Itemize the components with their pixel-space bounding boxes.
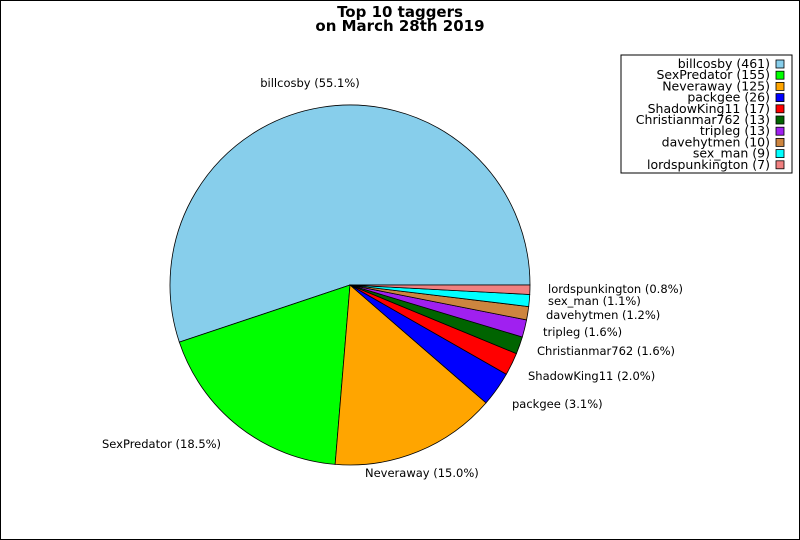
slice-label-sex-man: sex_man (1.1%) [548,294,641,308]
slice-label-tripleg: tripleg (1.6%) [543,325,622,339]
legend-swatch-billcosby [775,59,785,69]
slice-label-davehytmen: davehytmen (1.2%) [546,308,660,322]
slice-label-billcosby: billcosby (55.1%) [260,76,360,90]
legend-label-packgee: packgee (26) [687,90,770,105]
chart-title-line-1: Top 10 taggers [337,3,463,21]
legend-swatch-sexpredator [775,70,785,80]
slice-label-shadowking11: ShadowKing11 (2.0%) [528,369,655,383]
legend-label-christianmar762: Christianmar762 (13) [636,112,770,127]
legend-label-sex-man: sex_man (9) [693,146,770,161]
slice-label-neveraway: Neveraway (15.0%) [365,466,479,480]
legend-swatch-tripleg [775,126,785,136]
pie-slice-billcosby [169,104,531,343]
legend-label-sexpredator: SexPredator (155) [656,67,770,82]
pie-slices [169,104,531,466]
pie-slice-sexpredator [178,284,351,465]
legend-swatch-davehytmen [775,137,785,147]
legend-box [620,54,793,174]
legend-swatch-packgee [775,93,785,102]
legend-label-tripleg: tripleg (13) [700,123,770,138]
legend-label-shadowking11: ShadowKing11 (17) [648,101,770,116]
slice-label-sexpredator: SexPredator (18.5%) [102,437,221,451]
legend-label-billcosby: billcosby (461) [678,56,770,71]
legend-swatch-neveraway [775,82,785,91]
pie-slice-lordspunkington [349,284,531,295]
legend-swatch-shadowking11 [775,104,785,114]
legend-swatch-lordspunkington [775,160,785,170]
legend: billcosby (461)SexPredator (155)Neverawa… [620,54,793,174]
legend-swatch-sex-man [775,149,785,159]
slice-labels: billcosby (55.1%) SexPredator (18.5%) Neve… [102,76,683,480]
chart-title-line-2: on March 28th 2019 [315,17,484,35]
slice-label-lordspunkington: lordspunkington (0.8%) [548,282,683,296]
slice-label-packgee: packgee (3.1%) [512,397,603,411]
legend-swatch-christianmar762 [775,115,785,125]
legend-label-neveraway: Neveraway (125) [662,78,770,93]
legend-label-davehytmen: davehytmen (10) [662,134,770,149]
slice-label-christianmar762: Christianmar762 (1.6%) [537,344,675,358]
legend-label-lordspunkington: lordspunkington (7) [647,157,770,172]
pie-slice-neveraway [334,284,487,466]
